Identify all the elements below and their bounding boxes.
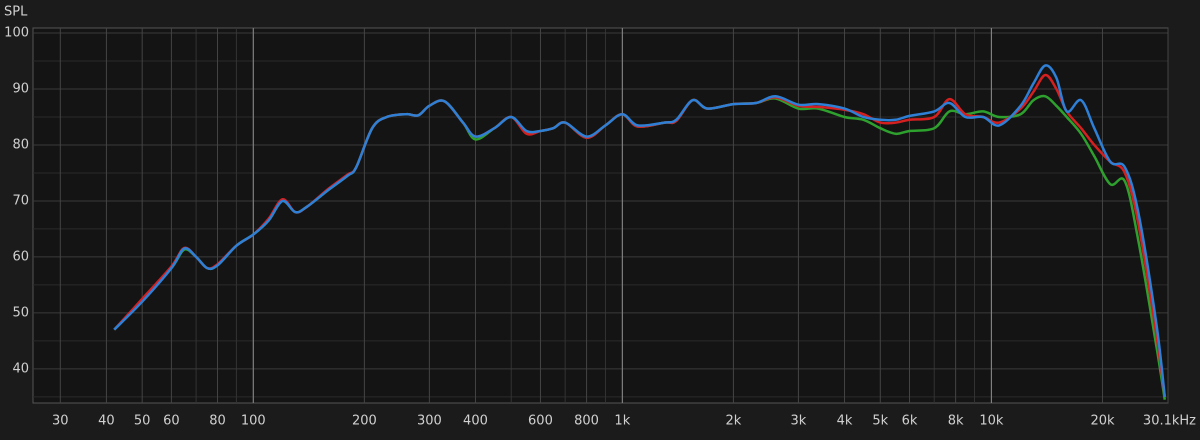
x-tick-label: 800 xyxy=(574,414,599,429)
x-tick-label: 20k xyxy=(1090,414,1115,429)
y-tick-label: 60 xyxy=(12,249,29,264)
x-tick-label: 80 xyxy=(209,414,226,429)
x-tick-label: 200 xyxy=(352,414,377,429)
x-tick-label: 8k xyxy=(948,414,964,429)
x-tick-label: 5k xyxy=(872,414,888,429)
x-tick-label: 1k xyxy=(614,414,630,429)
x-tick-label: 30.1kHz xyxy=(1143,414,1196,429)
x-tick-label: 3k xyxy=(791,414,807,429)
x-tick-label: 60 xyxy=(163,414,180,429)
x-tick-label: 50 xyxy=(134,414,151,429)
plot-area xyxy=(32,27,1169,404)
x-tick-label: 600 xyxy=(528,414,553,429)
y-tick-label: 100 xyxy=(4,26,29,41)
y-tick-label: 70 xyxy=(12,193,29,208)
y-tick-label: 40 xyxy=(12,361,29,376)
x-tick-label: 40 xyxy=(98,414,115,429)
x-tick-label: 10k xyxy=(979,414,1004,429)
x-tick-label: 6k xyxy=(902,414,918,429)
x-tick-label: 300 xyxy=(417,414,442,429)
y-tick-label: 50 xyxy=(12,305,29,320)
y-axis-label: SPL xyxy=(4,5,28,20)
response-curve xyxy=(113,64,1167,397)
y-tick-label: 90 xyxy=(12,82,29,97)
y-tick-label: 80 xyxy=(12,137,29,152)
x-tick-label: 4k xyxy=(837,414,853,429)
x-tick-label: 100 xyxy=(241,414,266,429)
x-tick-label: 30 xyxy=(52,414,69,429)
x-tick-label: 400 xyxy=(463,414,488,429)
x-tick-label: 2k xyxy=(726,414,742,429)
